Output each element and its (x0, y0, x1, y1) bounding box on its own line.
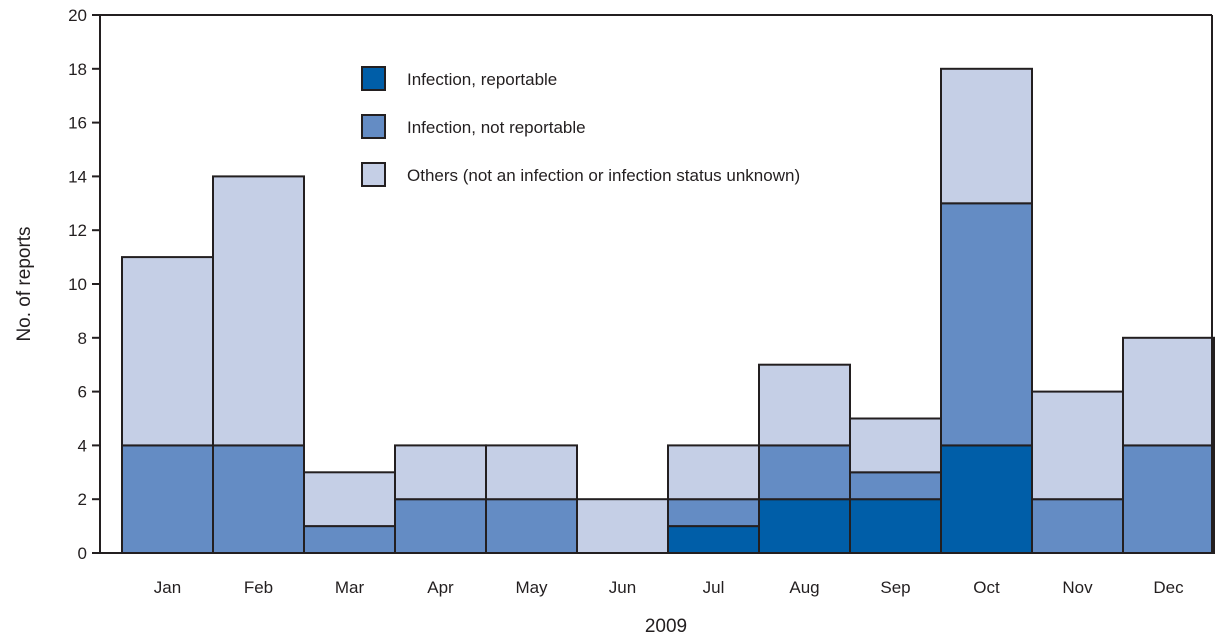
bars (121, 67, 1215, 555)
bar-segment-mar-series-3 (303, 471, 396, 528)
legend-swatch-3 (361, 162, 386, 187)
x-tick-label-apr: Apr (427, 578, 454, 597)
legend-label-1: Infection, reportable (407, 70, 557, 89)
y-tick-label: 8 (78, 329, 87, 348)
bar-segment-may-series-2 (485, 498, 578, 555)
x-tick-label-jan: Jan (154, 578, 181, 597)
bar-segment-aug-series-2 (758, 444, 851, 501)
bar-segment-dec-series-3 (1122, 336, 1215, 447)
x-tick-label-jun: Jun (609, 578, 636, 597)
bar-segment-aug-series-1 (758, 498, 851, 555)
y-tick-label: 20 (68, 6, 87, 25)
x-tick-label-jul: Jul (703, 578, 725, 597)
y-tick-label: 14 (68, 167, 87, 186)
x-tick-label-sep: Sep (880, 578, 910, 597)
y-axis-title: No. of reports (14, 226, 35, 341)
bar-segment-apr-series-2 (394, 498, 487, 555)
x-axis-title: 2009 (645, 616, 687, 637)
x-tick-label-feb: Feb (244, 578, 273, 597)
x-axis: Jan Feb Mar Apr May Jun Jul Aug Sep Oct Nov Dec (100, 552, 1212, 597)
legend: Infection, reportable Infection, not repo… (361, 66, 800, 187)
y-tick-label: 16 (68, 114, 87, 133)
x-tick-label-dec: Dec (1153, 578, 1184, 597)
bar-segment-apr-series-3 (394, 444, 487, 501)
bar-segment-feb-series-3 (212, 175, 305, 447)
y-tick-label: 2 (78, 490, 87, 509)
bar-segment-sep-series-1 (849, 498, 942, 555)
legend-label-2: Infection, not reportable (407, 118, 586, 137)
x-tick-label-oct: Oct (973, 578, 1000, 597)
bar-segment-sep-series-3 (849, 417, 942, 474)
bar-segment-aug-series-3 (758, 363, 851, 447)
x-tick-label-mar: Mar (335, 578, 365, 597)
bar-segment-oct-series-3 (940, 67, 1033, 205)
y-axis: 0 2 4 6 8 10 12 14 16 18 20 (68, 6, 1213, 563)
bar-segment-feb-series-2 (212, 444, 305, 554)
x-tick-label-nov: Nov (1062, 578, 1093, 597)
bar-segment-oct-series-1 (940, 444, 1033, 554)
x-tick-label-aug: Aug (789, 578, 819, 597)
bar-segment-jan-series-3 (121, 256, 214, 447)
y-tick-label: 4 (78, 436, 87, 455)
bar-segment-oct-series-2 (940, 202, 1033, 447)
bar-segment-may-series-3 (485, 444, 578, 501)
bar-segment-jul-series-3 (667, 444, 760, 501)
bar-segment-jul-series-2 (667, 498, 760, 528)
bar-segment-mar-series-2 (303, 525, 396, 554)
y-tick-label: 0 (78, 544, 87, 563)
bar-segment-jun-series-3 (576, 498, 669, 555)
y-tick-label: 10 (68, 275, 87, 294)
legend-swatch-1 (361, 66, 386, 91)
bar-segment-nov-series-2 (1031, 498, 1124, 555)
bar-segment-jul-series-1 (667, 525, 760, 554)
x-tick-label-may: May (515, 578, 548, 597)
bar-segment-sep-series-2 (849, 471, 942, 501)
y-tick-label: 18 (68, 60, 87, 79)
bar-segment-jan-series-2 (121, 444, 214, 554)
bar-segment-nov-series-3 (1031, 390, 1124, 501)
bar-segment-dec-series-2 (1122, 444, 1215, 554)
legend-label-3: Others (not an infection or infection st… (407, 166, 800, 185)
y-tick-label: 6 (78, 383, 87, 402)
y-tick-label: 12 (68, 221, 87, 240)
legend-swatch-2 (361, 114, 386, 139)
